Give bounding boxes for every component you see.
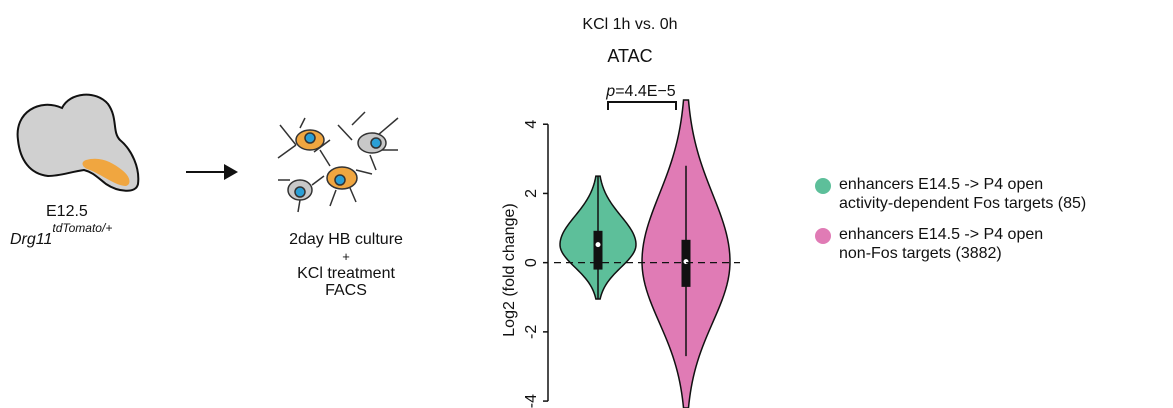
culture-line: KCl treatment bbox=[297, 265, 395, 282]
y-tick-label: -2 bbox=[523, 325, 540, 339]
culture-line: FACS bbox=[325, 282, 367, 299]
y-axis-label: Log2 (fold change) bbox=[501, 203, 518, 336]
median bbox=[683, 259, 689, 265]
legend-item: enhancers E14.5 -> P4 open non-Fos targe… bbox=[815, 225, 1086, 263]
legend-item: enhancers E14.5 -> P4 open activity-depe… bbox=[815, 175, 1086, 213]
culture-line: + bbox=[342, 249, 350, 264]
legend-swatch bbox=[815, 178, 831, 194]
chart-title: ATAC bbox=[607, 46, 652, 66]
genotype-superscript: tdTomato/+ bbox=[52, 221, 112, 235]
genotype: Drg11 bbox=[10, 231, 52, 248]
median bbox=[595, 242, 601, 248]
hindbrain-region bbox=[82, 158, 130, 186]
y-tick-label: -4 bbox=[523, 394, 540, 408]
genotype-label: Drg11tdTomato/+ bbox=[10, 221, 112, 248]
y-tick-label: 2 bbox=[523, 189, 540, 198]
y-tick-label: 4 bbox=[523, 120, 540, 129]
significance-bracket bbox=[607, 101, 677, 110]
culture-line: 2day HB culture bbox=[289, 231, 403, 248]
arrow-head bbox=[224, 164, 238, 180]
chart-subtitle: KCl 1h vs. 0h bbox=[582, 16, 677, 33]
legend-swatch bbox=[815, 228, 831, 244]
stage-label: E12.5 bbox=[46, 203, 88, 220]
p-symbol: p bbox=[605, 83, 615, 100]
cells bbox=[277, 111, 399, 213]
legend: enhancers E14.5 -> P4 open activity-depe… bbox=[815, 175, 1086, 275]
legend-label: enhancers E14.5 -> P4 open activity-depe… bbox=[839, 176, 1087, 212]
box bbox=[593, 230, 603, 270]
legend-label: enhancers E14.5 -> P4 open non-Fos targe… bbox=[839, 226, 1044, 262]
p-text: =4.4E−5 bbox=[615, 83, 676, 100]
y-tick-label: 0 bbox=[523, 258, 540, 267]
p-value: p=4.4E−5 bbox=[605, 83, 676, 100]
